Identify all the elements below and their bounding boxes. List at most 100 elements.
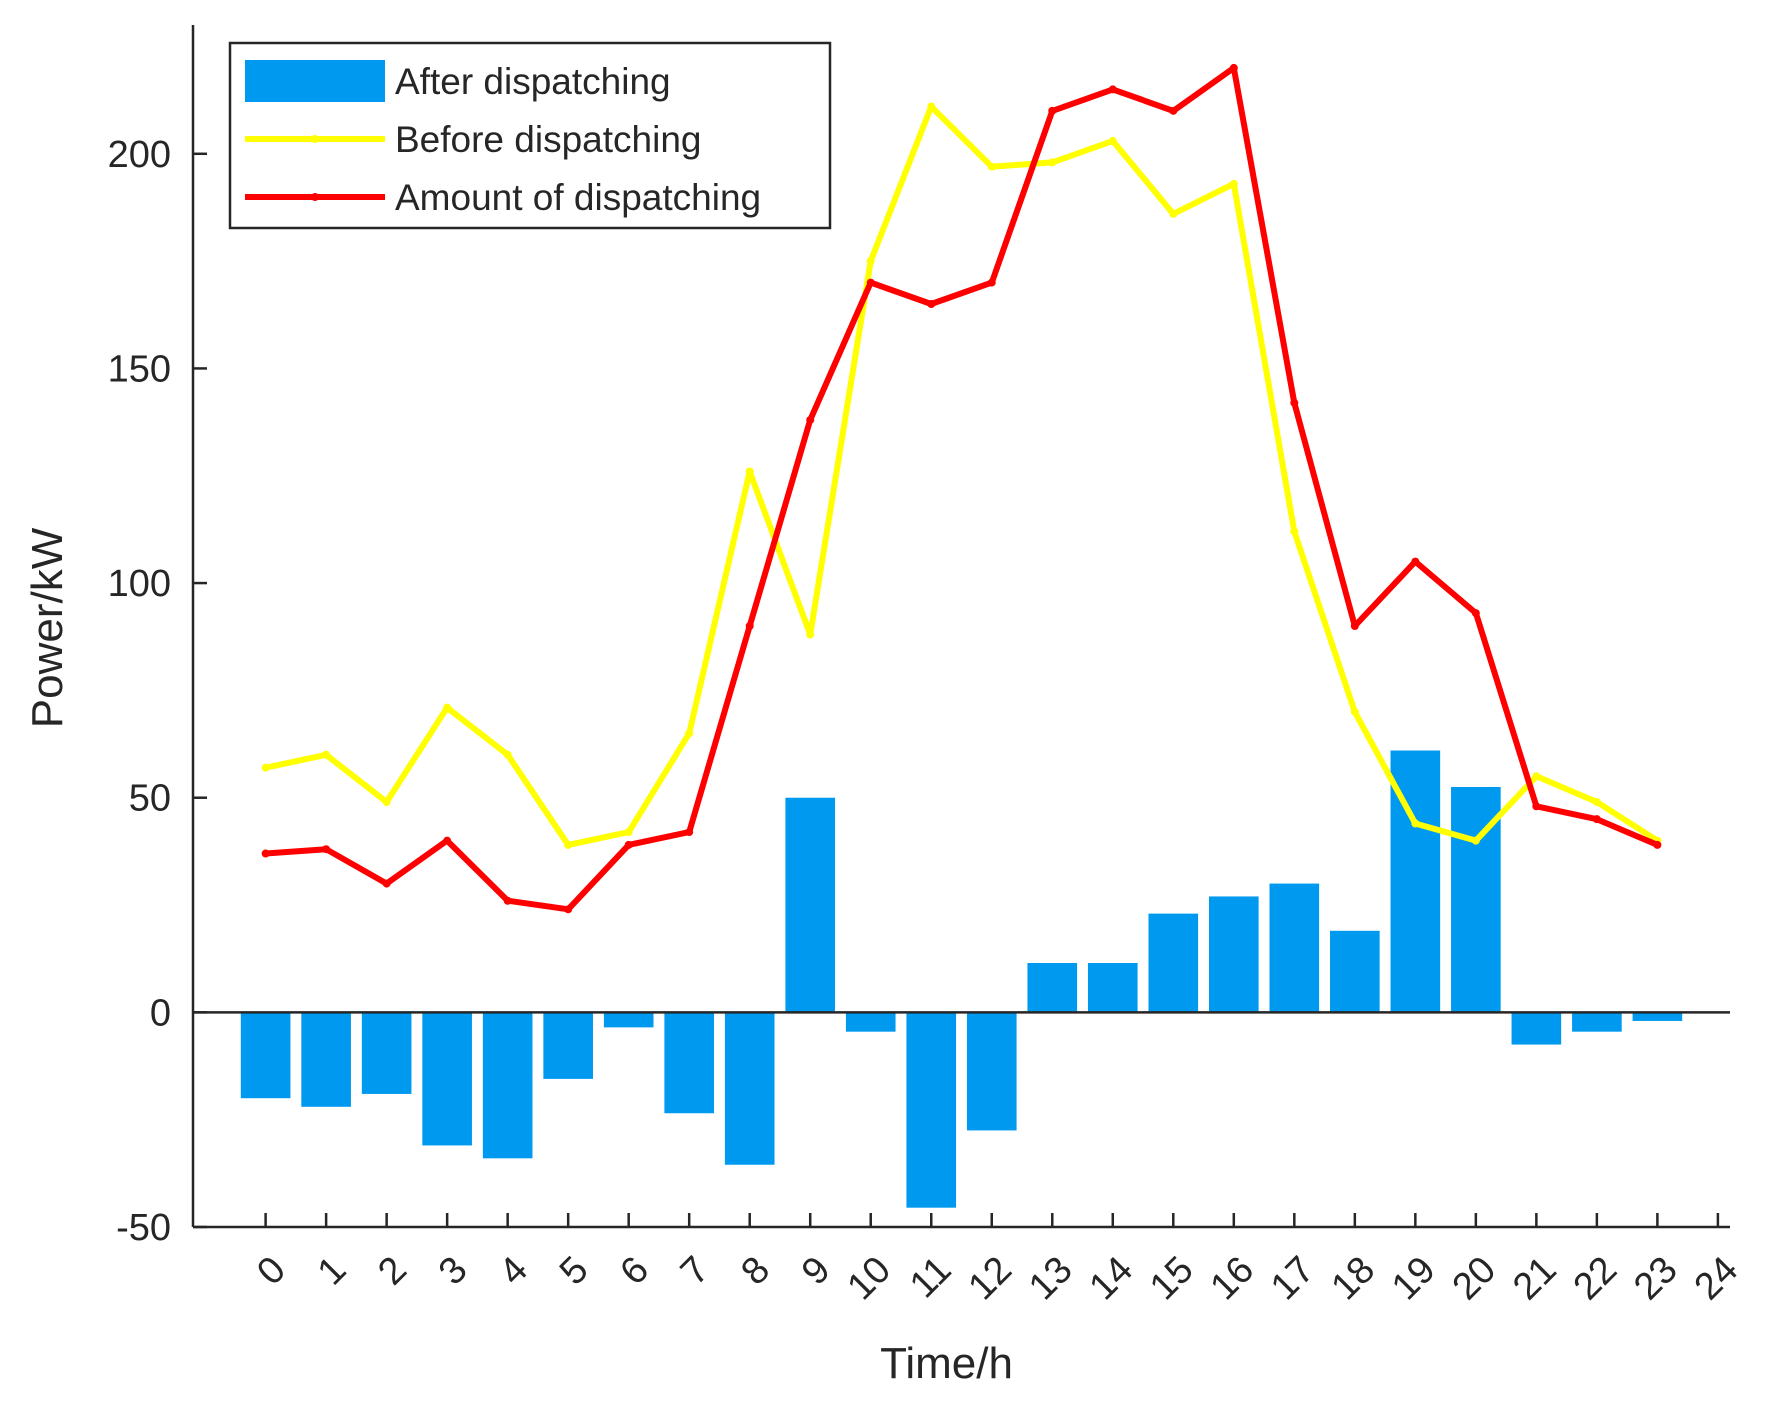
point-before-dispatching-1 <box>322 750 331 759</box>
point-amount-of-dispatching-16 <box>1229 63 1238 72</box>
x-tick-label-16: 16 <box>1203 1249 1263 1309</box>
x-tick-label-2: 2 <box>370 1249 415 1294</box>
point-before-dispatching-10 <box>866 257 875 266</box>
x-tick-label-17: 17 <box>1263 1249 1323 1309</box>
point-before-dispatching-13 <box>1048 158 1057 167</box>
point-amount-of-dispatching-15 <box>1169 106 1178 115</box>
point-before-dispatching-12 <box>987 162 996 171</box>
point-before-dispatching-9 <box>806 630 815 639</box>
y-tick-label-0: 0 <box>150 992 171 1034</box>
point-before-dispatching-11 <box>927 102 936 111</box>
x-tick-label-18: 18 <box>1324 1249 1384 1309</box>
x-tick-label-11: 11 <box>902 1249 960 1307</box>
point-before-dispatching-21 <box>1532 772 1541 781</box>
point-amount-of-dispatching-7 <box>685 828 694 837</box>
y-tick-label-150: 150 <box>108 348 171 390</box>
point-before-dispatching-22 <box>1592 798 1601 807</box>
legend-label-before-dispatching: Before dispatching <box>395 119 701 160</box>
bar-after-dispatching-17 <box>1269 883 1320 1013</box>
point-before-dispatching-3 <box>443 703 452 712</box>
point-before-dispatching-18 <box>1350 707 1359 716</box>
bar-after-dispatching-13 <box>1027 962 1078 1013</box>
x-tick-label-4: 4 <box>491 1249 536 1294</box>
point-amount-of-dispatching-23 <box>1653 840 1662 849</box>
y-axis-title: Power/kW <box>23 527 72 728</box>
bar-after-dispatching-6 <box>603 1012 654 1028</box>
point-before-dispatching-2 <box>382 798 391 807</box>
x-tick-label-6: 6 <box>612 1249 657 1294</box>
bar-after-dispatching-2 <box>361 1012 412 1094</box>
point-amount-of-dispatching-13 <box>1048 106 1057 115</box>
legend-marker-amount-of-dispatching <box>311 193 319 201</box>
bar-after-dispatching-4 <box>482 1012 533 1159</box>
point-before-dispatching-8 <box>745 467 754 476</box>
bar-after-dispatching-12 <box>966 1012 1017 1131</box>
x-tick-label-19: 19 <box>1384 1249 1444 1309</box>
x-tick-label-23: 23 <box>1626 1249 1686 1309</box>
bar-after-dispatching-9 <box>785 797 836 1013</box>
line-amount-of-dispatching <box>262 64 1661 913</box>
bar-after-dispatching-11 <box>906 1012 957 1208</box>
bar-after-dispatching-7 <box>664 1012 715 1114</box>
x-tick-label-9: 9 <box>794 1249 839 1294</box>
x-tick-label-8: 8 <box>733 1249 778 1294</box>
point-before-dispatching-6 <box>624 828 633 837</box>
bar-after-dispatching-21 <box>1511 1012 1562 1045</box>
point-amount-of-dispatching-0 <box>261 849 270 858</box>
bar-after-dispatching-15 <box>1148 913 1199 1013</box>
bar-after-dispatching-8 <box>724 1012 775 1165</box>
point-before-dispatching-20 <box>1471 836 1480 845</box>
point-amount-of-dispatching-9 <box>806 415 815 424</box>
x-tick-label-22: 22 <box>1566 1249 1626 1309</box>
x-tick-label-10: 10 <box>840 1249 900 1309</box>
x-tick-label-5: 5 <box>552 1249 597 1294</box>
point-amount-of-dispatching-12 <box>987 278 996 287</box>
point-amount-of-dispatching-18 <box>1350 622 1359 630</box>
point-before-dispatching-17 <box>1290 527 1299 536</box>
point-before-dispatching-7 <box>685 729 694 738</box>
bar-after-dispatching-16 <box>1208 896 1259 1013</box>
point-amount-of-dispatching-6 <box>624 840 633 849</box>
x-tick-label-15: 15 <box>1142 1249 1202 1309</box>
y-tick-label-50: 50 <box>129 778 171 820</box>
line-before-dispatching <box>262 103 1661 848</box>
x-tick-label-14: 14 <box>1082 1249 1142 1309</box>
bar-after-dispatching-1 <box>301 1012 351 1107</box>
point-before-dispatching-0 <box>261 763 270 772</box>
point-amount-of-dispatching-4 <box>503 896 512 905</box>
bar-after-dispatching-0 <box>240 1012 291 1099</box>
point-amount-of-dispatching-22 <box>1592 815 1601 824</box>
bar-after-dispatching-10 <box>845 1012 896 1032</box>
legend-label-amount-of-dispatching: Amount of dispatching <box>395 177 761 218</box>
point-amount-of-dispatching-10 <box>866 278 875 287</box>
x-tick-label-7: 7 <box>673 1249 718 1294</box>
point-amount-of-dispatching-1 <box>322 845 331 854</box>
legend-marker-before-dispatching <box>311 135 319 143</box>
point-before-dispatching-14 <box>1108 136 1117 145</box>
legend-label-after-dispatching: After dispatching <box>395 61 671 102</box>
point-amount-of-dispatching-19 <box>1411 557 1420 566</box>
point-before-dispatching-5 <box>564 840 573 849</box>
bar-after-dispatching-14 <box>1087 962 1138 1013</box>
point-before-dispatching-19 <box>1411 819 1420 828</box>
x-tick-label-1: 1 <box>310 1249 355 1294</box>
point-amount-of-dispatching-3 <box>443 836 452 845</box>
point-before-dispatching-16 <box>1229 179 1238 188</box>
point-amount-of-dispatching-17 <box>1290 398 1299 407</box>
y-tick-label-200: 200 <box>108 134 171 176</box>
bar-after-dispatching-22 <box>1572 1012 1622 1032</box>
y-tick-label--50: -50 <box>116 1207 171 1249</box>
x-tick-label-20: 20 <box>1445 1249 1505 1309</box>
point-amount-of-dispatching-14 <box>1108 85 1117 94</box>
bar-after-dispatching-3 <box>422 1012 472 1146</box>
point-before-dispatching-4 <box>503 750 512 759</box>
point-amount-of-dispatching-8 <box>745 622 754 630</box>
x-tick-label-24: 24 <box>1687 1249 1747 1309</box>
bar-after-dispatching-23 <box>1632 1012 1683 1021</box>
bar-after-dispatching-18 <box>1330 930 1380 1013</box>
x-tick-label-21: 21 <box>1505 1249 1565 1309</box>
point-amount-of-dispatching-11 <box>927 300 936 309</box>
x-tick-label-13: 13 <box>1021 1249 1081 1309</box>
